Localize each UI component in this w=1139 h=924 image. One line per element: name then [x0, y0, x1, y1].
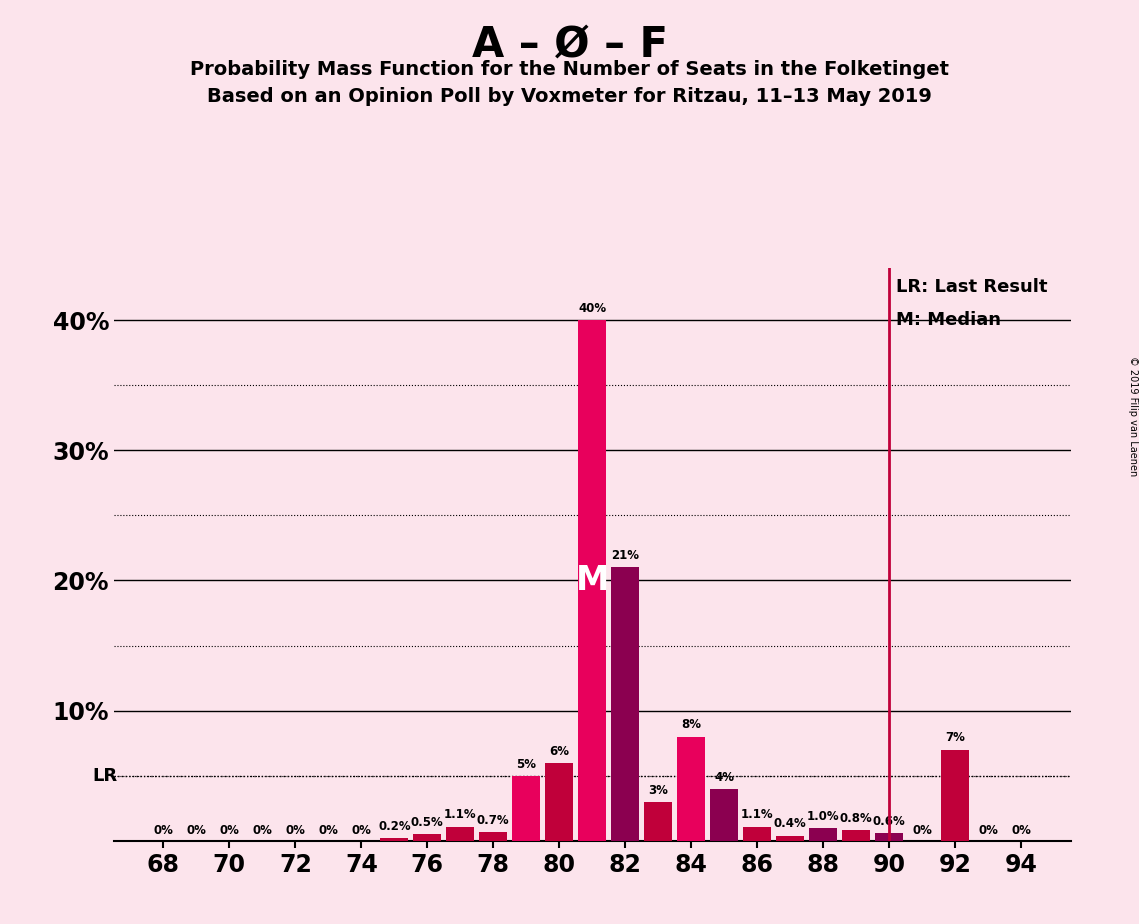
Text: M: Median: M: Median: [895, 311, 1001, 329]
Bar: [711, 789, 738, 841]
Text: 0.4%: 0.4%: [773, 818, 806, 831]
Text: 3%: 3%: [648, 784, 669, 796]
Bar: [875, 833, 903, 841]
Bar: [744, 826, 771, 841]
Text: 0%: 0%: [912, 824, 932, 837]
Text: 0.8%: 0.8%: [839, 812, 872, 825]
Text: LR: Last Result: LR: Last Result: [895, 278, 1047, 297]
Text: 4%: 4%: [714, 771, 735, 784]
Text: 0%: 0%: [1011, 824, 1031, 837]
Text: M: M: [575, 564, 609, 597]
Bar: [645, 802, 672, 841]
Text: 7%: 7%: [945, 732, 965, 745]
Bar: [513, 776, 540, 841]
Bar: [809, 828, 837, 841]
Bar: [842, 831, 870, 841]
Text: 1.1%: 1.1%: [444, 808, 476, 821]
Text: LR: LR: [92, 767, 117, 784]
Bar: [776, 835, 804, 841]
Bar: [480, 832, 507, 841]
Text: 40%: 40%: [579, 302, 606, 315]
Text: 5%: 5%: [516, 758, 536, 771]
Text: A – Ø – F: A – Ø – F: [472, 23, 667, 65]
Text: 0%: 0%: [253, 824, 272, 837]
Text: © 2019 Filip van Laenen: © 2019 Filip van Laenen: [1129, 356, 1138, 476]
Text: 0%: 0%: [220, 824, 239, 837]
Text: 0%: 0%: [319, 824, 338, 837]
Text: 0%: 0%: [154, 824, 173, 837]
Bar: [380, 838, 409, 841]
Text: 8%: 8%: [681, 719, 702, 732]
Text: Based on an Opinion Poll by Voxmeter for Ritzau, 11–13 May 2019: Based on an Opinion Poll by Voxmeter for…: [207, 87, 932, 106]
Text: 0.7%: 0.7%: [477, 813, 509, 826]
Bar: [413, 834, 441, 841]
Text: 0%: 0%: [352, 824, 371, 837]
Text: 1.0%: 1.0%: [806, 809, 839, 822]
Text: Probability Mass Function for the Number of Seats in the Folketinget: Probability Mass Function for the Number…: [190, 60, 949, 79]
Bar: [546, 762, 573, 841]
Text: 0%: 0%: [978, 824, 998, 837]
Bar: [678, 736, 705, 841]
Bar: [446, 826, 474, 841]
Bar: [612, 567, 639, 841]
Bar: [579, 320, 606, 841]
Text: 6%: 6%: [549, 745, 570, 758]
Text: 1.1%: 1.1%: [741, 808, 773, 821]
Text: 0.6%: 0.6%: [872, 815, 906, 828]
Text: 0%: 0%: [187, 824, 206, 837]
Bar: [941, 749, 969, 841]
Text: 0%: 0%: [286, 824, 305, 837]
Text: 21%: 21%: [612, 549, 639, 562]
Text: 0.2%: 0.2%: [378, 820, 411, 833]
Text: 0.5%: 0.5%: [411, 816, 444, 829]
